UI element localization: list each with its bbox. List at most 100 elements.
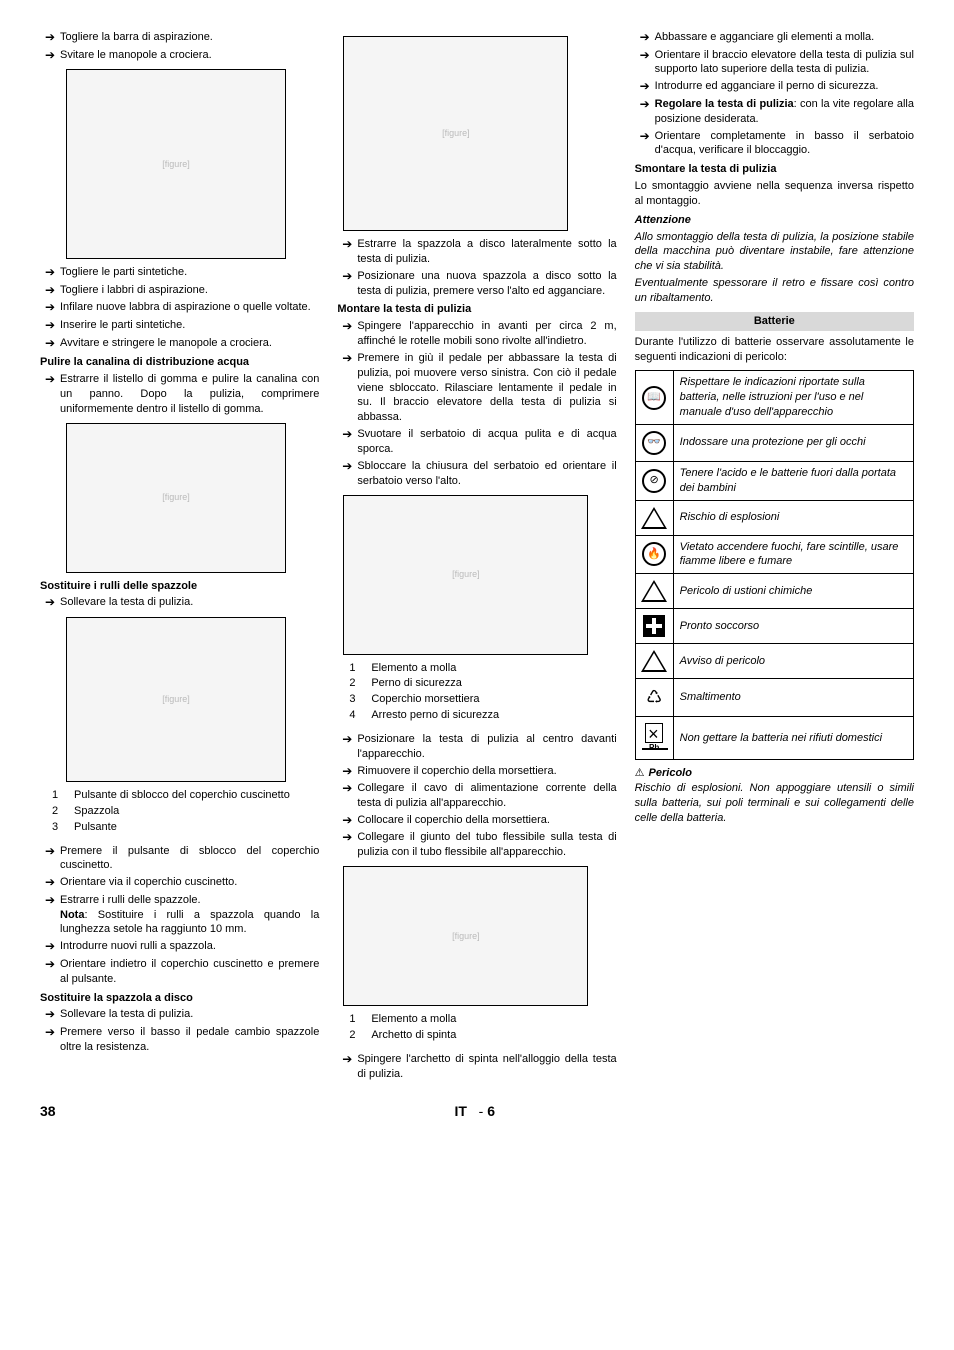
column-3: ➔Abbassare e agganciare gli elementi a m… bbox=[635, 30, 914, 1084]
arrow-icon: ➔ bbox=[40, 844, 60, 860]
arrow-icon: ➔ bbox=[337, 427, 357, 443]
legend-text: Spazzola bbox=[74, 804, 119, 819]
table-row: 🔥Vietato accendere fuochi, fare scintill… bbox=[635, 535, 913, 574]
item-text: Collegare il giunto del tubo flessibile … bbox=[357, 830, 616, 860]
safety-text: Indossare una protezione per gli occhi bbox=[673, 424, 913, 461]
safety-text: Pericolo di ustioni chimiche bbox=[673, 574, 913, 609]
safety-text: Tenere l'acido e le batterie fuori dalla… bbox=[673, 461, 913, 500]
legend-item: 1Elemento a molla bbox=[337, 1012, 616, 1027]
item-text: Premere verso il basso il pedale cambio … bbox=[60, 1025, 319, 1055]
legend-text: Archetto di spinta bbox=[371, 1028, 456, 1043]
three-column-layout: ➔Togliere la barra di aspirazione. ➔Svit… bbox=[40, 30, 914, 1084]
list-item: ➔Rimuovere il coperchio della morsettier… bbox=[337, 764, 616, 780]
column-2: [figure] ➔Estrarre la spazzola a disco l… bbox=[337, 30, 616, 1084]
warning-heading: Attenzione bbox=[635, 213, 914, 228]
item-text: Collegare il cavo di alimentazione corre… bbox=[357, 781, 616, 811]
list-item: ➔Orientare completamente in basso il ser… bbox=[635, 129, 914, 159]
legend-num: 1 bbox=[349, 661, 371, 676]
legend-num: 2 bbox=[349, 1028, 371, 1043]
item-text: Introdurre nuovi rulli a spazzola. bbox=[60, 939, 319, 954]
arrow-icon: ➔ bbox=[337, 764, 357, 780]
figure-knobs: [figure] bbox=[66, 69, 286, 259]
list-item: ➔Regolare la testa di pulizia: con la vi… bbox=[635, 97, 914, 127]
warning-text: Allo smontaggio della testa di pulizia, … bbox=[635, 230, 914, 275]
item-text: Inserire le parti sintetiche. bbox=[60, 318, 319, 333]
subheading: Sostituire la spazzola a disco bbox=[40, 991, 319, 1006]
list-item: ➔Introdurre nuovi rulli a spazzola. bbox=[40, 939, 319, 955]
item-text: Togliere i labbri di aspirazione. bbox=[60, 283, 319, 298]
safety-text: Pronto soccorso bbox=[673, 609, 913, 644]
arrow-icon: ➔ bbox=[635, 30, 655, 46]
subheading: Smontare la testa di pulizia bbox=[635, 162, 914, 177]
figure-spring-clip: [figure] bbox=[343, 866, 588, 1006]
item-text: Premere il pulsante di sblocco del coper… bbox=[60, 844, 319, 874]
danger-heading: ⚠ Pericolo bbox=[635, 766, 914, 781]
arrow-icon: ➔ bbox=[40, 1007, 60, 1023]
list-item: ➔Svuotare il serbatoio di acqua pulita e… bbox=[337, 427, 616, 457]
list-item: ➔Orientare il braccio elevatore della te… bbox=[635, 48, 914, 78]
subheading: Sostituire i rulli delle spazzole bbox=[40, 579, 319, 594]
arrow-icon: ➔ bbox=[40, 595, 60, 611]
legend-text: Pulsante di sblocco del coperchio cuscin… bbox=[74, 788, 290, 803]
list-item: ➔Sollevare la testa di pulizia. bbox=[40, 1007, 319, 1023]
list-item: ➔Infilare nuove labbra di aspirazione o … bbox=[40, 300, 319, 316]
arrow-icon: ➔ bbox=[40, 283, 60, 299]
legend-item: 1Pulsante di sblocco del coperchio cusci… bbox=[40, 788, 319, 803]
safety-text: Smaltimento bbox=[673, 679, 913, 716]
item-text: Posizionare la testa di pulizia al centr… bbox=[357, 732, 616, 762]
item-text: Premere in giù il pedale per abbassare l… bbox=[357, 351, 616, 425]
legend-text: Elemento a molla bbox=[371, 1012, 456, 1027]
item-text: Infilare nuove labbra di aspirazione o q… bbox=[60, 300, 319, 315]
warning-text: Eventualmente spessorare il retro e fiss… bbox=[635, 276, 914, 306]
arrow-icon: ➔ bbox=[635, 48, 655, 64]
first-aid-icon bbox=[635, 609, 673, 644]
item-text: Estrarre i rulli delle spazzole.Nota: So… bbox=[60, 893, 319, 938]
goggles-icon: 👓 bbox=[635, 424, 673, 461]
arrow-icon: ➔ bbox=[40, 318, 60, 334]
item-text: Togliere la barra di aspirazione. bbox=[60, 30, 319, 45]
legend-text: Coperchio morsettiera bbox=[371, 692, 479, 707]
arrow-icon: ➔ bbox=[635, 129, 655, 145]
arrow-icon: ➔ bbox=[337, 351, 357, 367]
item-text: Sbloccare la chiusura del serbatoio ed o… bbox=[357, 459, 616, 489]
arrow-icon: ➔ bbox=[40, 893, 60, 909]
list-item: ➔Introdurre ed agganciare il perno di si… bbox=[635, 79, 914, 95]
legend-item: 2Spazzola bbox=[40, 804, 319, 819]
warning-icon bbox=[635, 644, 673, 679]
legend-item: 3Coperchio morsettiera bbox=[337, 692, 616, 707]
legend-text: Arresto perno di sicurezza bbox=[371, 708, 499, 723]
item-text: Orientare il braccio elevatore della tes… bbox=[655, 48, 914, 78]
figure-brush-rollers: [figure] bbox=[66, 617, 286, 782]
list-item: ➔Posizionare una nuova spazzola a disco … bbox=[337, 269, 616, 299]
item-text: Spingere l'apparecchio in avanti per cir… bbox=[357, 319, 616, 349]
list-item: ➔Togliere i labbri di aspirazione. bbox=[40, 283, 319, 299]
footer-center: IT - 6 bbox=[56, 1102, 894, 1121]
safety-text: Rispettare le indicazioni riportate sull… bbox=[673, 371, 913, 425]
safety-text: Non gettare la batteria nei rifiuti dome… bbox=[673, 716, 913, 760]
paragraph: Durante l'utilizzo di batterie osservare… bbox=[635, 335, 914, 365]
item-text: Svuotare il serbatoio di acqua pulita e … bbox=[357, 427, 616, 457]
item-text: Introdurre ed agganciare il perno di sic… bbox=[655, 79, 914, 94]
item-text: Spingere l'archetto di spinta nell'allog… bbox=[357, 1052, 616, 1082]
danger-label: Pericolo bbox=[649, 766, 692, 781]
arrow-icon: ➔ bbox=[40, 48, 60, 64]
table-row: 📖Rispettare le indicazioni riportate sul… bbox=[635, 371, 913, 425]
arrow-icon: ➔ bbox=[337, 269, 357, 285]
figure-mount-head: [figure] bbox=[343, 495, 588, 655]
list-item: ➔Premere verso il basso il pedale cambio… bbox=[40, 1025, 319, 1055]
paragraph: Lo smontaggio avviene nella sequenza inv… bbox=[635, 179, 914, 209]
legend-num: 1 bbox=[349, 1012, 371, 1027]
legend-num: 3 bbox=[52, 820, 74, 835]
list-item: ➔Sbloccare la chiusura del serbatoio ed … bbox=[337, 459, 616, 489]
arrow-icon: ➔ bbox=[337, 319, 357, 335]
arrow-icon: ➔ bbox=[40, 372, 60, 388]
list-item: ➔Avvitare e stringere le manopole a croc… bbox=[40, 336, 319, 352]
legend-item: 2Archetto di spinta bbox=[337, 1028, 616, 1043]
legend-item: 3Pulsante bbox=[40, 820, 319, 835]
safety-text: Vietato accendere fuochi, fare scintille… bbox=[673, 535, 913, 574]
item-text: Sollevare la testa di pulizia. bbox=[60, 595, 319, 610]
figure-channel: [figure] bbox=[66, 423, 286, 573]
subheading: Pulire la canalina di distribuzione acqu… bbox=[40, 355, 319, 370]
list-item: ➔Posizionare la testa di pulizia al cent… bbox=[337, 732, 616, 762]
arrow-icon: ➔ bbox=[337, 781, 357, 797]
